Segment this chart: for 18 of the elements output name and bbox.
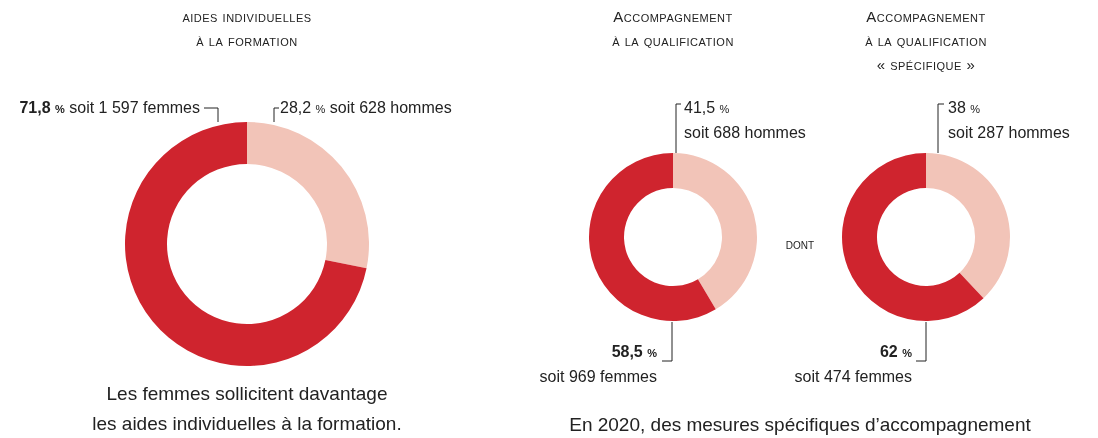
chart-title: Accompagnement à la qualification « spécifique » [865,8,987,73]
data-label: 62 % soit 474 femmes [794,343,913,385]
data-label: 58,5 % soit 969 femmes [539,343,658,385]
text: dont [785,236,815,252]
donut-slice [589,153,716,321]
donut-slice [842,153,984,321]
donut-slice [125,122,367,366]
chart-title: aides individuelles à la formation [182,8,312,49]
donut-slice [673,153,757,310]
chart-title: Accompagnement à la qualification [612,8,734,49]
text: Les femmes sollicitent davantage les aides individuelles à la formation. [92,383,402,434]
data-label: 28,2 % soit 628 hommes [280,99,452,116]
donut-slice [926,153,1010,299]
data-label: 41,5 % soit 688 hommes [684,99,806,141]
text: En 2020, des mesures spécifiques d’accompagnement [569,414,1032,435]
data-label: 71,8 % soit 1 597 femmes [19,99,200,116]
donut-slice [247,122,369,269]
data-label: 38 % soit 287 hommes [948,99,1070,141]
